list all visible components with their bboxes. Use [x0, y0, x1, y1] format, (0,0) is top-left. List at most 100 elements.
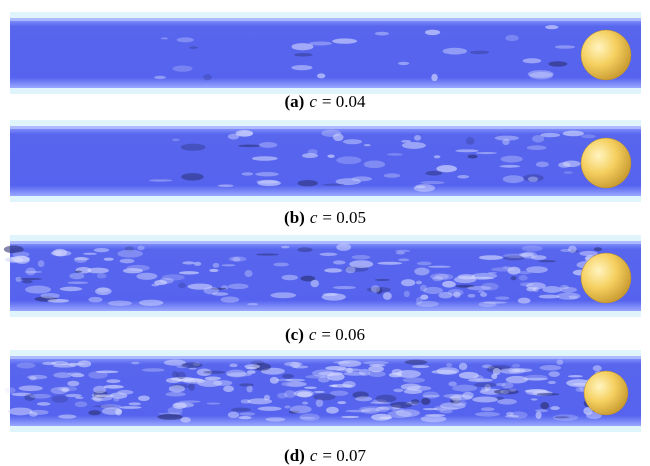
turbulence [5, 387, 16, 393]
turbulence [337, 401, 346, 404]
turbulence [442, 281, 456, 288]
caption-label: (b) [284, 208, 305, 227]
turbulence [257, 180, 280, 186]
turbulence [593, 365, 602, 371]
turbulence [189, 383, 195, 391]
turbulence [364, 144, 371, 146]
turbulence [395, 250, 410, 253]
turbulence [453, 292, 460, 298]
turbulence [401, 383, 421, 390]
turbulence [38, 260, 45, 267]
turbulence [159, 278, 173, 284]
turbulence [564, 171, 574, 174]
turbulence [476, 152, 497, 154]
turbulence [16, 363, 35, 369]
turbulence [414, 267, 429, 275]
turbulence [142, 368, 165, 371]
turbulence [488, 365, 511, 370]
turbulence [521, 252, 537, 259]
turbulence [568, 375, 583, 377]
turbulence [540, 402, 549, 409]
turbulence [536, 162, 549, 168]
turbulence [388, 411, 412, 418]
turbulence [581, 134, 595, 138]
turbulence [247, 303, 258, 305]
turbulence [97, 273, 107, 278]
turbulence [495, 296, 509, 300]
turbulence [165, 392, 185, 397]
turbulence [523, 378, 548, 380]
caption-value: = 0.05 [322, 208, 366, 227]
turbulence [545, 25, 558, 29]
turbulence [304, 386, 317, 389]
turbulence [138, 395, 150, 401]
turbulence [96, 371, 119, 374]
turbulence [375, 395, 396, 403]
caption: (d)c= 0.07 [284, 446, 366, 465]
turbulence [327, 154, 334, 157]
turbulence [550, 406, 560, 410]
turbulence [351, 176, 372, 181]
turbulence [308, 149, 318, 155]
turbulence [468, 294, 476, 298]
turbulence [336, 243, 351, 250]
turbulence [60, 287, 82, 292]
turbulence [341, 416, 359, 418]
turbulence [474, 382, 496, 387]
turbulence [417, 262, 432, 266]
turbulence [310, 280, 319, 288]
turbulence [398, 62, 409, 65]
turbulence [404, 291, 410, 297]
turbulence [478, 302, 496, 308]
turbulence [245, 270, 253, 277]
turbulence [459, 363, 467, 370]
turbulence [11, 256, 30, 263]
simulation-panel [5, 350, 641, 432]
turbulence [256, 253, 279, 255]
turbulence [538, 260, 556, 262]
turbulence [238, 416, 251, 419]
turbulence [94, 248, 110, 252]
turbulence [213, 263, 220, 268]
turbulence [375, 279, 390, 281]
turbulence [30, 394, 51, 399]
turbulence [270, 292, 296, 298]
turbulence [228, 283, 248, 289]
turbulence [568, 246, 577, 253]
turbulence [539, 295, 560, 299]
turbulence [333, 286, 356, 289]
turbulence [222, 264, 236, 266]
turbulence [431, 74, 437, 81]
turbulence [493, 368, 501, 375]
turbulence [182, 261, 195, 264]
turbulence [231, 408, 251, 412]
turbulence [53, 249, 68, 257]
turbulence [467, 286, 492, 290]
turbulence [470, 277, 494, 280]
turbulence [503, 266, 511, 269]
turbulence [536, 411, 542, 418]
turbulence [414, 184, 435, 192]
turbulence [457, 175, 469, 179]
turbulence [401, 279, 415, 286]
sphere [584, 371, 628, 415]
turbulence [431, 370, 457, 374]
turbulence [452, 385, 477, 392]
turbulence [430, 273, 449, 279]
turbulence [282, 374, 294, 379]
turbulence [228, 412, 239, 418]
turbulence [528, 176, 538, 181]
turbulence [540, 365, 562, 370]
turbulence [336, 368, 362, 371]
turbulence [139, 300, 163, 306]
caption-label: (c) [285, 325, 304, 344]
turbulence [420, 285, 427, 292]
caption-value: = 0.04 [322, 92, 366, 111]
turbulence [383, 292, 392, 300]
turbulence [505, 35, 518, 41]
turbulence [129, 402, 141, 405]
turbulence [414, 135, 421, 141]
turbulence [67, 381, 79, 387]
turbulence [390, 402, 412, 408]
turbulence [75, 401, 88, 407]
